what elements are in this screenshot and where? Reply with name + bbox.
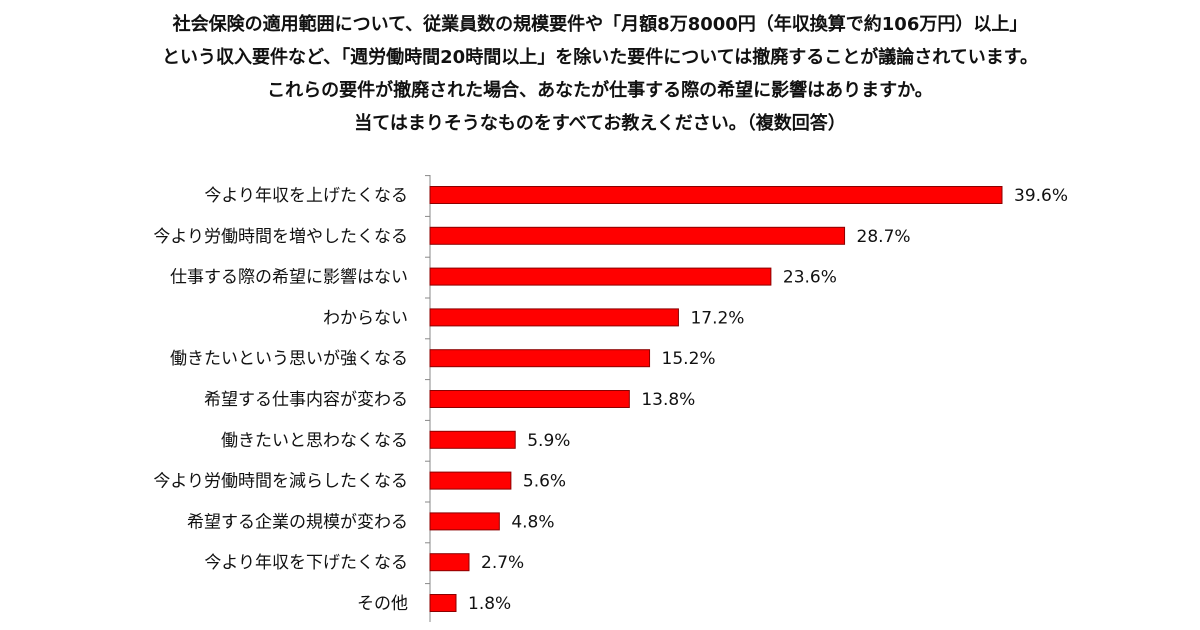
bar: [429, 553, 470, 572]
category-label: その他: [357, 594, 408, 614]
bar: [429, 390, 630, 408]
value-label: 15.2%: [662, 349, 716, 369]
value-label: 13.8%: [641, 390, 695, 410]
category-label: 今より年収を上げたくなる: [204, 186, 408, 206]
value-label: 1.8%: [468, 594, 511, 614]
category-label: 働きたいという思いが強くなる: [170, 349, 408, 369]
bar: [429, 594, 457, 612]
bar: [429, 267, 772, 286]
category-label: 希望する仕事内容が変わる: [204, 390, 408, 410]
bar: [429, 226, 846, 245]
category-label: 働きたいと思わなくなる: [221, 431, 408, 451]
bar: [429, 308, 679, 327]
bar: [429, 186, 1003, 204]
category-label: 今より労働時間を減らしたくなる: [153, 472, 408, 492]
value-label: 17.2%: [690, 308, 744, 328]
category-label: 希望する企業の規模が変わる: [187, 512, 408, 532]
value-label: 5.6%: [523, 472, 566, 492]
bar: [429, 471, 512, 490]
category-label: 仕事する際の希望に影響はない: [170, 268, 408, 288]
category-label: 今より労働時間を増やしたくなる: [153, 227, 408, 247]
bar: [429, 512, 500, 531]
category-label: わからない: [323, 308, 408, 328]
value-label: 28.7%: [857, 227, 911, 247]
title-line-3: これらの要件が撤廃された場合、あなたが仕事する際の希望に影響はありますか。: [267, 80, 933, 101]
bar: [429, 430, 516, 449]
value-label: 39.6%: [1014, 186, 1068, 206]
title-line-1: 社会保険の適用範囲について、従業員数の規模要件や「月額8万8000円（年収換算で…: [172, 14, 1028, 35]
value-label: 23.6%: [783, 268, 837, 288]
bar: [429, 349, 651, 368]
value-label: 4.8%: [511, 512, 554, 532]
value-label: 5.9%: [527, 431, 570, 451]
title-line-4: 当てはまりそうなものをすべてお教えください。（複数回答）: [354, 113, 846, 134]
chart-title: 社会保険の適用範囲について、従業員数の規模要件や「月額8万8000円（年収換算で…: [0, 8, 1200, 140]
value-label: 2.7%: [481, 553, 524, 573]
title-line-2: という収入要件など、「週労働時間20時間以上」を除いた要件については撤廃すること…: [162, 47, 1038, 68]
category-label: 今より年収を下げたくなる: [204, 553, 408, 573]
